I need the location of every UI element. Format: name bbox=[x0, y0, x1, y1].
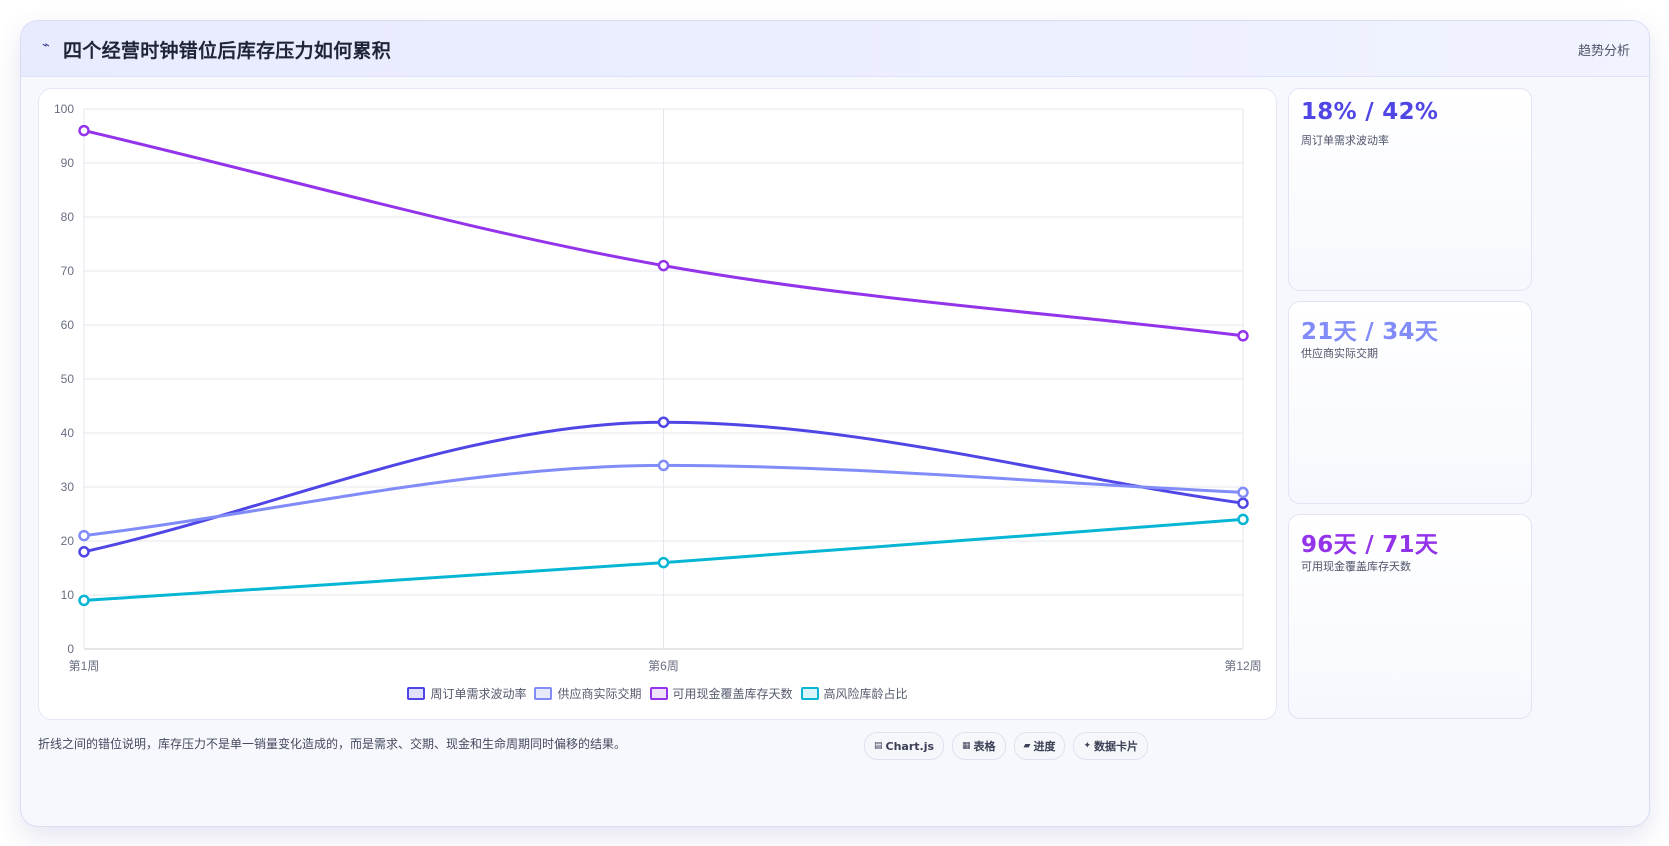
pill-label: Chart.js bbox=[885, 739, 935, 753]
kpi-card-cash-coverage: 96天 / 71天 可用现金覆盖库存天数 bbox=[1288, 514, 1532, 719]
legend-item[interactable]: 周订单需求波动率 bbox=[407, 685, 526, 701]
y-tick-label: 40 bbox=[61, 426, 75, 440]
data-point bbox=[78, 546, 90, 558]
data-point bbox=[78, 594, 90, 607]
kpi-label: 周订单需求波动率 bbox=[1301, 134, 1389, 147]
view-switcher: ▤ Chart.js ▦ 表格 ▰ 进度 ✦ 数据卡片 bbox=[864, 732, 1149, 760]
y-tick-label: 90 bbox=[61, 156, 75, 170]
legend-item[interactable]: 供应商实际交期 bbox=[534, 685, 642, 701]
y-tick-label: 80 bbox=[61, 210, 75, 224]
y-tick-label: 30 bbox=[61, 480, 75, 494]
pill-label: 进度 bbox=[1033, 740, 1056, 753]
kpi-label: 供应商实际交期 bbox=[1301, 347, 1378, 360]
kpi-value: 96天 / 71天 bbox=[1301, 532, 1439, 558]
data-point bbox=[1237, 486, 1249, 499]
data-point bbox=[78, 529, 90, 542]
table-icon: ▦ bbox=[962, 741, 971, 751]
data-point bbox=[78, 124, 90, 137]
legend-swatch bbox=[407, 686, 426, 700]
kpi-card-demand-volatility: 18% / 42% 周订单需求波动率 bbox=[1288, 88, 1532, 291]
legend-label: 供应商实际交期 bbox=[557, 686, 642, 701]
pill-label: 表格 bbox=[973, 740, 996, 753]
data-point bbox=[657, 259, 670, 272]
progress-pill[interactable]: ▰ 进度 bbox=[1013, 732, 1066, 760]
data-point bbox=[1237, 513, 1249, 526]
kpi-value: 21天 / 34天 bbox=[1301, 319, 1439, 345]
pill-label: 数据卡片 bbox=[1094, 740, 1139, 753]
legend-label: 可用现金覆盖库存天数 bbox=[672, 686, 793, 701]
y-tick-label: 10 bbox=[61, 588, 75, 602]
x-tick-label: 第12周 bbox=[1224, 659, 1261, 673]
y-tick-label: 20 bbox=[61, 534, 75, 548]
card-header: ⌁ 四个经营时钟错位后库存压力如何累积 趋势分析 bbox=[21, 21, 1649, 77]
legend-swatch bbox=[649, 686, 668, 700]
x-tick-label: 第6周 bbox=[648, 659, 679, 673]
y-tick-label: 70 bbox=[61, 264, 75, 278]
chart-footnote: 折线之间的错位说明，库存压力不是单一销量变化造成的，而是需求、交期、现金和生命周… bbox=[38, 737, 627, 751]
y-tick-label: 50 bbox=[61, 372, 75, 386]
y-tick-label: 0 bbox=[67, 642, 74, 656]
kpi-value: 18% / 42% bbox=[1301, 99, 1439, 125]
data-point bbox=[1237, 330, 1249, 342]
legend-item[interactable]: 高风险库龄占比 bbox=[800, 685, 908, 701]
header-tag: 趋势分析 bbox=[1577, 44, 1630, 59]
chart-card: ⌁ 四个经营时钟错位后库存压力如何累积 趋势分析 0 10 20 30 40 50 60 70… bbox=[20, 20, 1650, 827]
legend-item[interactable]: 可用现金覆盖库存天数 bbox=[649, 685, 793, 701]
data-card-pill[interactable]: ✦ 数据卡片 bbox=[1073, 732, 1149, 760]
chart-panel: 0 10 20 30 40 50 60 70 80 90 100 第1周 第6周 第12周 周订单需求波动… bbox=[38, 88, 1277, 720]
legend-label: 高风险库龄占比 bbox=[823, 686, 908, 701]
legend-swatch bbox=[534, 686, 553, 700]
y-tick-label: 100 bbox=[54, 102, 74, 116]
card-title: 四个经营时钟错位后库存压力如何累积 bbox=[63, 40, 392, 62]
chartjs-pill[interactable]: ▤ Chart.js bbox=[864, 732, 945, 760]
table-pill[interactable]: ▦ 表格 bbox=[952, 732, 1006, 760]
chart-icon: ▤ bbox=[874, 741, 883, 751]
line-chart: 0 10 20 30 40 50 60 70 80 90 100 第1周 第6周 第12周 bbox=[54, 102, 1262, 673]
kpi-label: 可用现金覆盖库存天数 bbox=[1301, 560, 1411, 573]
progress-icon: ▰ bbox=[1023, 741, 1031, 751]
data-point bbox=[1237, 497, 1249, 509]
chart-legend: 周订单需求波动率 供应商实际交期 可用现金覆盖库存天数 高风险库龄占比 bbox=[39, 685, 1276, 701]
kpi-card-supplier-lead-time: 21天 / 34天 供应商实际交期 bbox=[1288, 301, 1532, 504]
legend-swatch bbox=[800, 686, 819, 700]
data-point bbox=[657, 459, 670, 472]
legend-label: 周订单需求波动率 bbox=[430, 686, 527, 701]
sparkline-icon: ⌁ bbox=[42, 38, 50, 53]
data-card-icon: ✦ bbox=[1083, 741, 1092, 751]
x-tick-label: 第1周 bbox=[69, 659, 100, 673]
data-point bbox=[657, 416, 670, 428]
y-tick-label: 60 bbox=[61, 318, 75, 332]
data-point bbox=[657, 556, 670, 569]
